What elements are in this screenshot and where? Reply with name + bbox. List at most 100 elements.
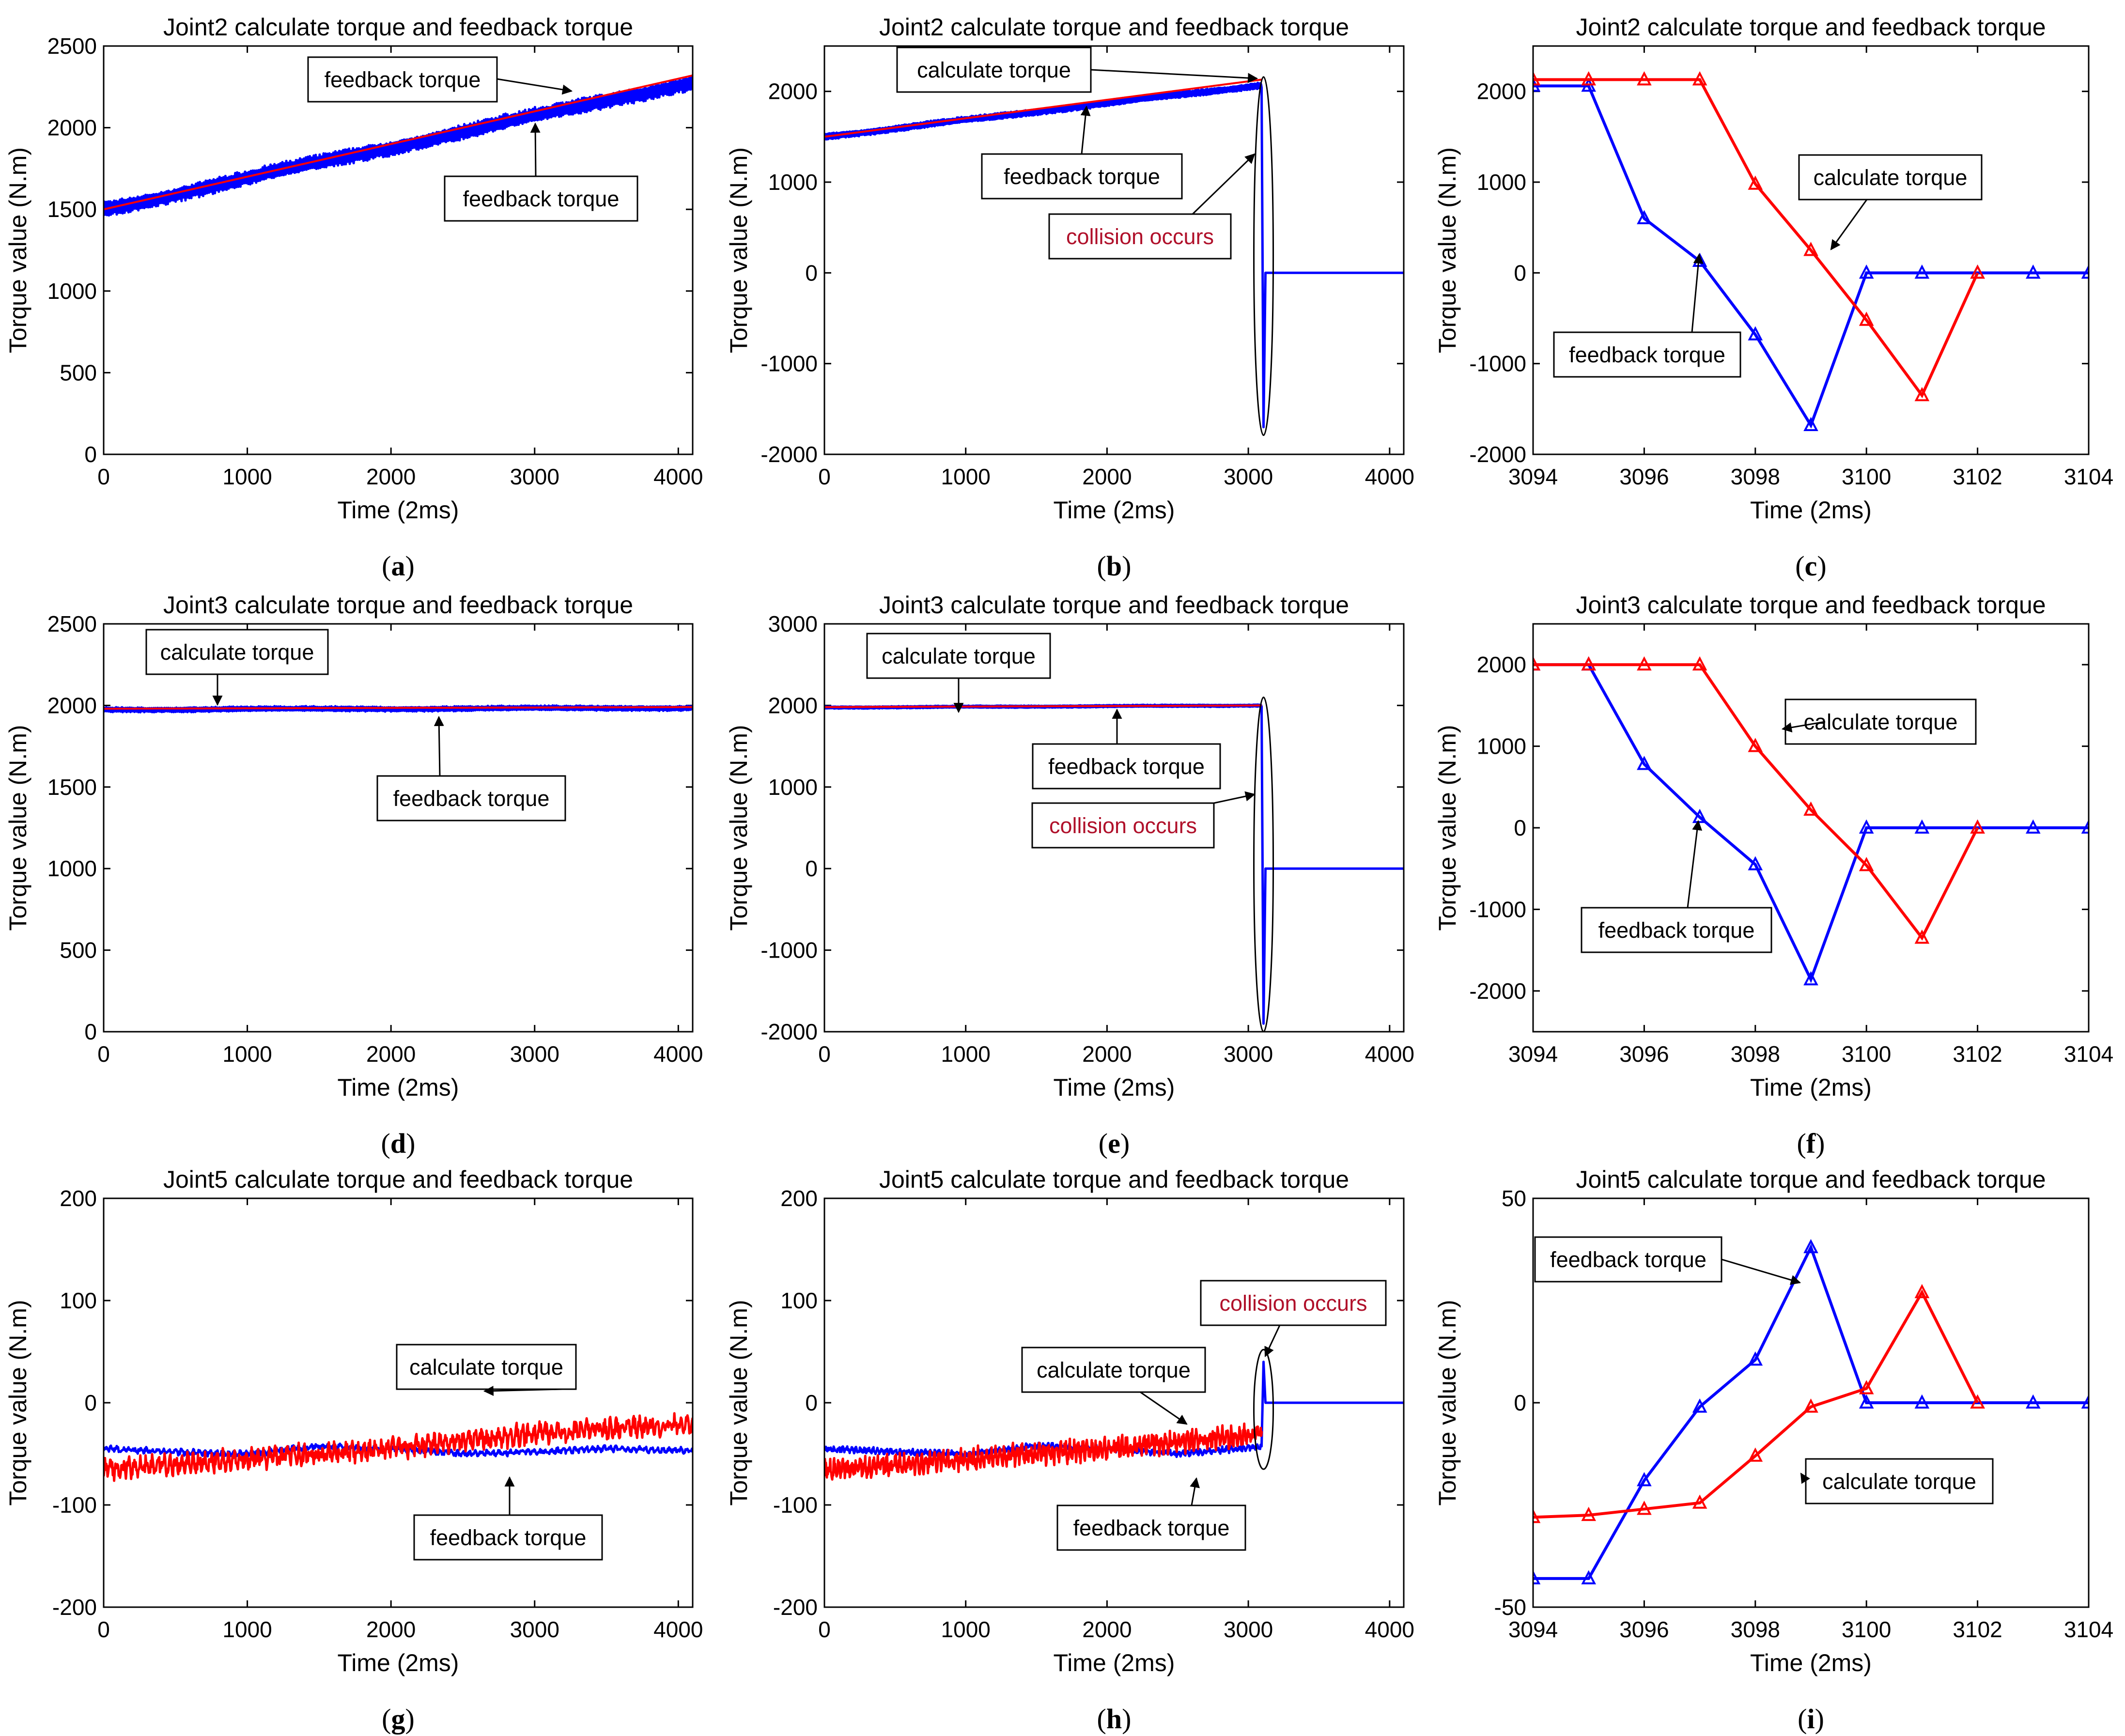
y-axis-label: Torque value (N.m): [725, 1300, 752, 1505]
annotation-arrow: [1080, 105, 1091, 155]
annotation-arrow: [1687, 820, 1703, 908]
annotation-box: [1048, 213, 1232, 260]
annotation-box: [1200, 1280, 1387, 1326]
y-tick-label: 0: [84, 442, 97, 467]
data-point-marker: [1803, 417, 1818, 432]
panel-label-letter: h: [1106, 1703, 1122, 1735]
annotation-label: calculate torque: [1037, 1358, 1191, 1382]
annotation-arrow: [496, 78, 573, 95]
data-point-marker: [1748, 175, 1763, 190]
y-tick-label: 2500: [47, 611, 97, 636]
data-point-marker: [1803, 1398, 1818, 1413]
annotation-label: calculate torque: [160, 640, 314, 665]
y-tick-label: -200: [52, 1595, 97, 1620]
panel-label: (i): [1798, 1703, 1824, 1735]
series-group: [104, 704, 693, 713]
annotation-label: feedback torque: [1004, 164, 1160, 189]
annotation-arrow: [1090, 69, 1258, 83]
x-tick-label: 3102: [1953, 1041, 2002, 1067]
feedback-torque-series: [1533, 84, 2089, 429]
annotation-box: [145, 629, 329, 675]
panel-label-open-paren: (: [382, 550, 391, 582]
data-point-marker: [1748, 856, 1763, 870]
feedback-torque-series: [1533, 663, 2089, 983]
annotation-box: [444, 175, 638, 222]
x-axis-label: Time (2ms): [338, 1649, 459, 1676]
annotation-box: [1805, 1458, 1994, 1504]
annotation-arrow: [434, 715, 444, 776]
panel-label-open-paren: (: [1097, 550, 1106, 582]
y-tick-label: 1000: [1477, 170, 1526, 195]
plot-frame: [823, 45, 1405, 455]
data-point-marker: [1859, 819, 1874, 834]
calculate-torque-series: [824, 78, 1262, 138]
chart-title: Joint2 calculate torque and feedback tor…: [879, 14, 1349, 41]
panel-label-letter: a: [391, 550, 405, 582]
plot-frame: [103, 1197, 694, 1608]
data-point-marker: [1803, 242, 1818, 256]
annotation-label: feedback torque: [325, 67, 481, 92]
panel-label: (g): [382, 1703, 415, 1735]
chart-title: Joint5 calculate torque and feedback tor…: [1576, 1166, 2046, 1193]
panel-label: (b): [1097, 550, 1132, 582]
y-tick-label: 2000: [1477, 79, 1526, 104]
data-point-marker: [1637, 1472, 1652, 1487]
annotation-box: [1031, 802, 1215, 849]
data-point-marker: [1692, 656, 1707, 671]
y-tick-label: 50: [1502, 1186, 1526, 1211]
x-tick-label: 3102: [1953, 1617, 2002, 1642]
x-tick-label: 3104: [2064, 1617, 2113, 1642]
x-tick-label: 3094: [1508, 1041, 1558, 1067]
x-tick-label: 4000: [653, 1617, 703, 1642]
y-tick-label: 2000: [47, 693, 97, 718]
chart-b: Joint2 calculate torque and feedback tor…: [725, 14, 1414, 582]
data-point-marker: [2081, 1394, 2089, 1409]
data-point-marker: [1970, 264, 1985, 279]
panel-label-close-paren: ): [405, 1703, 415, 1735]
y-tick-label: -50: [1494, 1595, 1526, 1620]
data-point-marker: [2026, 264, 2041, 279]
chart-title: Joint5 calculate torque and feedback tor…: [879, 1166, 1349, 1193]
annotation-box: [376, 775, 566, 822]
chart-a: Joint2 calculate torque and feedback tor…: [4, 14, 703, 582]
x-tick-label: 1000: [941, 1617, 991, 1642]
y-tick-label: 2500: [47, 33, 97, 59]
annotation-label: calculate torque: [917, 58, 1071, 82]
x-axis-label: Time (2ms): [1750, 496, 1872, 524]
calculate-torque-series: [1533, 663, 1979, 941]
chart-title: Joint3 calculate torque and feedback tor…: [163, 591, 633, 619]
panel-label-close-paren: ): [1817, 550, 1826, 582]
data-point-marker: [1748, 1447, 1763, 1462]
panel-label-close-paren: ): [1122, 550, 1131, 582]
x-tick-label: 3096: [1619, 464, 1669, 489]
x-tick-label: 2000: [366, 1041, 416, 1067]
panel-label-open-paren: (: [1097, 1703, 1106, 1735]
panel-label-close-paren: ): [1815, 1128, 1825, 1159]
y-tick-label: 1500: [47, 775, 97, 800]
y-tick-label: 1500: [47, 197, 97, 222]
x-tick-label: 2000: [366, 1617, 416, 1642]
data-point-marker: [1914, 264, 1930, 279]
panel-label-close-paren: ): [405, 550, 415, 582]
panel-label: (a): [382, 550, 415, 582]
y-tick-label: -100: [52, 1492, 97, 1518]
annotation-arrow: [1264, 1325, 1281, 1357]
annotation-label: feedback torque: [393, 786, 550, 811]
y-tick-label: -200: [773, 1595, 818, 1620]
panel-label-letter: e: [1108, 1128, 1120, 1159]
data-point-marker: [2081, 819, 2089, 834]
calculate-torque-series: [104, 706, 693, 710]
data-point-marker: [1803, 971, 1818, 986]
data-point-marker: [1637, 1501, 1652, 1515]
x-tick-label: 4000: [1365, 464, 1414, 489]
data-point-marker: [1970, 819, 1985, 834]
x-tick-label: 4000: [1365, 1617, 1414, 1642]
data-point-marker: [1859, 1380, 1874, 1395]
panel-label-letter: f: [1806, 1128, 1816, 1159]
series-group: [824, 703, 1404, 1025]
x-tick-label: 4000: [653, 1041, 703, 1067]
x-tick-label: 1000: [222, 1617, 272, 1642]
panel-label: (f): [1797, 1128, 1825, 1159]
annotation-box: [1784, 698, 1977, 745]
data-point-marker: [1581, 1570, 1596, 1584]
